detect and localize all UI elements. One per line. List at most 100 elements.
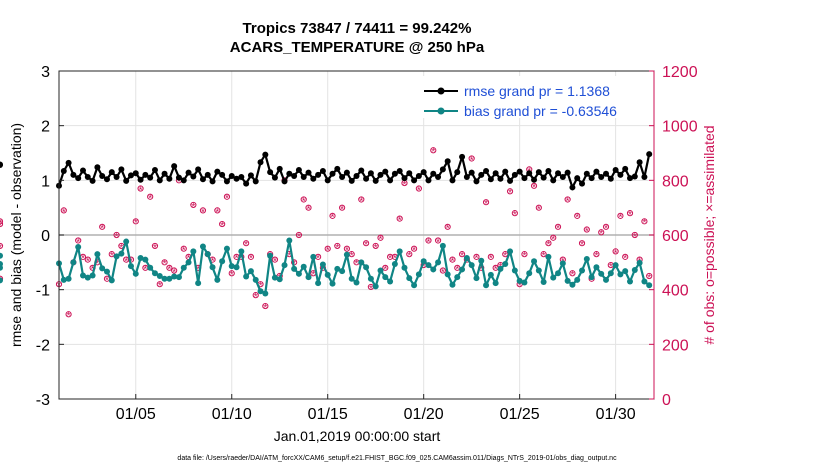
obs-assimilated-point: * [230,270,234,281]
obs-assimilated-point: * [0,243,2,254]
obs-assimilated-point: * [67,311,71,322]
bias-point [646,282,653,289]
rmse-point [0,162,3,169]
obs-assimilated-point: * [359,196,363,207]
obs-assimilated-point: * [0,218,2,229]
bias-point [209,264,216,271]
rmse-point [204,171,211,178]
obs-assimilated-point: * [628,210,632,221]
bias-point [132,270,139,277]
obs-assimilated-point: * [172,267,176,278]
obs-assimilated-point: * [91,265,95,276]
bias-point [401,264,408,271]
bias-point [219,258,226,265]
rmse-point [415,172,422,179]
bias-point [199,243,206,250]
rmse-point [262,151,269,158]
rmse-point [291,172,298,179]
obs-assimilated-point: * [489,254,493,265]
obs-assimilated-point: * [196,265,200,276]
bias-point [492,280,499,287]
obs-assimilated-point: * [537,205,541,216]
y-tick-label-left: 0 [41,228,50,245]
y-tick-label-right: 600 [662,228,689,245]
obs-assimilated-point: * [383,265,387,276]
obs-possible-point [0,275,4,282]
rmse-point [219,171,226,178]
obs-possible-point [506,188,514,195]
y-tick-label-right: 1200 [662,64,698,81]
rmse-point [579,180,586,187]
bias-point [607,270,614,277]
rmse-point [180,177,187,184]
obs-possible-point [372,242,379,250]
y-tick-label-right: 400 [662,283,689,300]
obs-assimilated-point: * [522,251,526,262]
obs-assimilated-point: * [551,235,555,246]
bias-point [315,280,322,287]
bias-point [391,260,398,267]
bias-point [521,279,528,286]
bias-point [147,264,154,271]
rmse-point [569,184,576,191]
bias-point [382,274,389,281]
obs-possible-point [190,201,197,209]
obs-assimilated-point: * [460,251,464,262]
rmse-point [521,175,528,182]
bias-point [185,259,192,266]
obs-assimilated-point: * [167,265,171,276]
obs-possible-point [511,210,518,217]
rmse-point [526,170,533,177]
rmse-point [295,166,302,173]
rmse-point [363,175,370,182]
bias-point [353,279,360,286]
obs-assimilated-point: * [436,237,440,248]
rmse-point [113,174,120,181]
bias-point [156,273,163,279]
obs-assimilated-point: * [585,226,589,237]
y-tick-label-left: -1 [36,283,50,300]
obs-possible-point [166,264,173,271]
obs-possible-point [612,248,619,255]
y-tick-label-left: -3 [36,392,50,409]
obs-assimilated-point: * [100,224,104,235]
bias-point [425,262,432,269]
obs-possible-point [300,196,307,203]
rmse-point [228,172,235,179]
footnote: data file: /Users/raeder/DAI/ATM_forcXX/… [177,455,617,462]
obs-assimilated-point: * [76,237,80,248]
bias-point [257,288,264,295]
rmse-point [214,168,221,175]
bias-point [372,283,379,290]
rmse-point [175,174,182,181]
obs-possible-point [243,240,250,247]
rmse-point [166,175,173,182]
bias-point [454,274,461,281]
rmse-point [156,177,163,184]
bias-point [483,282,490,289]
obs-assimilated-point: * [143,265,147,276]
bias-point [588,274,595,281]
rmse-point [540,174,547,181]
obs-assimilated-point: * [412,246,416,257]
rmse-point [492,170,499,177]
rmse-point [70,171,77,178]
obs-possible-point [84,256,91,263]
obs-assimilated-point: * [465,256,469,267]
rmse-point [459,153,466,160]
rmse-point [574,175,581,182]
obs-possible-point [593,251,600,258]
bias-point [564,277,571,284]
rmse-point [497,175,504,182]
rmse-point [243,180,250,187]
obs-assimilated-point: * [642,218,646,229]
bias-point [113,253,120,260]
obs-assimilated-point: * [307,205,311,216]
legend: rmse grand pr = 1.1368 bias grand pr = -… [418,76,648,119]
obs-possible-point [473,253,480,260]
rmse-point [463,174,470,181]
obs-possible-point [108,251,115,258]
bias-point [468,262,475,269]
y-tick-label-left: 3 [41,64,50,81]
obs-assimilated-point: * [393,254,397,265]
